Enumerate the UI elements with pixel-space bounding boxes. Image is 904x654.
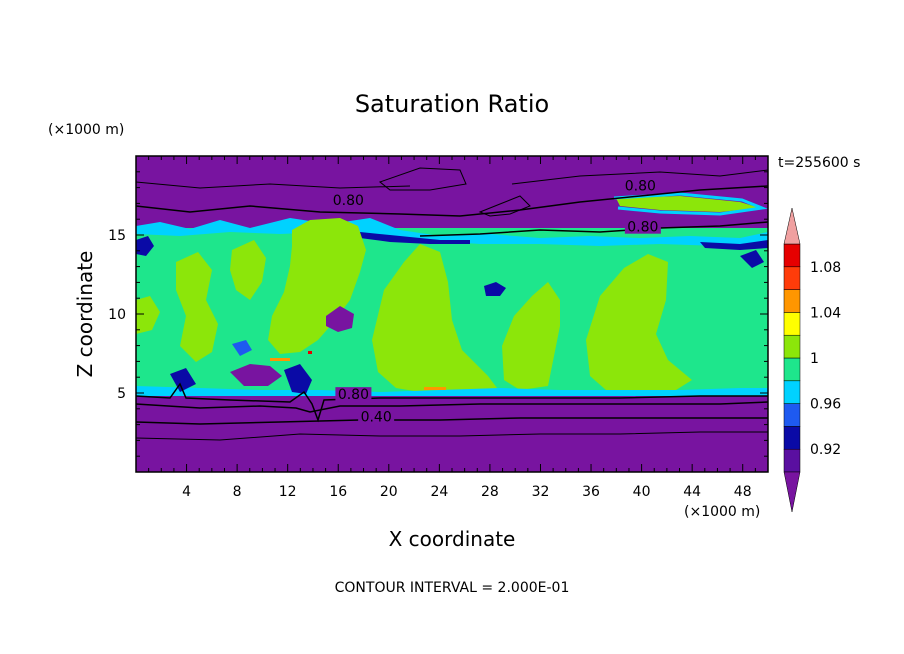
x-tick-label: 24 [430, 484, 448, 500]
colorbar-segment [783, 334, 801, 359]
green-blob-7 [136, 296, 160, 334]
x-axis-ticks: 4 8 12 16 20 24 28 32 36 40 44 48 [148, 156, 756, 500]
cloud-base-dark-2 [284, 364, 312, 394]
contour-upper-thin-1 [136, 181, 411, 189]
cloud-base-dark [170, 368, 196, 392]
green-blob-4 [586, 254, 692, 390]
x-tick-label: 20 [380, 484, 398, 500]
colorbar-segment [783, 312, 801, 336]
time-label: t=255600 s [778, 155, 860, 171]
contour-label: 0.40 [361, 409, 392, 425]
colorbar-segment [783, 266, 801, 290]
x-tick-label: 40 [633, 484, 651, 500]
contour-label-bg [358, 409, 395, 424]
cloud-base-edge [136, 386, 768, 396]
colorbar: 0.92 0.96 1 1.04 1.08 [783, 207, 841, 513]
dark-patch-1 [326, 306, 354, 332]
contour-label-bg [622, 178, 659, 193]
x-tick-label: 44 [683, 484, 701, 500]
contour-upper-thin-2 [378, 167, 467, 191]
y-tick-label: 15 [108, 228, 126, 244]
colorbar-tick-label: 1.08 [810, 260, 841, 276]
y-axis-label: Z coordinate [73, 251, 97, 378]
dark-patch-5 [740, 250, 764, 268]
x-tick-label: 16 [329, 484, 347, 500]
chart-title: Saturation Ratio [355, 90, 549, 118]
x-tick-label: 12 [279, 484, 297, 500]
x-tick-label: 4 [182, 484, 191, 500]
cloud-top-dark-edge-right [700, 240, 768, 250]
contour-lower-060 [136, 401, 768, 413]
plot-area: 0.800.800.800.800.40 4 8 12 16 20 24 28 32 36 40 4… [108, 155, 769, 500]
x-axis-unit-label: (×1000 m) [684, 504, 760, 520]
green-blob-3 [502, 282, 560, 390]
x-tick-label: 36 [582, 484, 600, 500]
green-blob-5 [176, 252, 218, 362]
cloud-top-edge [136, 218, 768, 246]
colorbar-segment [783, 448, 801, 473]
green-blob-1 [268, 218, 366, 354]
supersat-spot-3 [308, 351, 312, 354]
contour-label-bg [624, 219, 661, 234]
dark-patch-4 [230, 364, 282, 386]
supersat-spot-1 [270, 358, 290, 361]
supersat-spot-2 [424, 387, 446, 390]
colorbar-segment [783, 380, 801, 404]
colorbar-tick-label: 1.04 [810, 305, 841, 321]
colorbar-tick-label: 0.92 [810, 442, 841, 458]
dark-patch-2 [484, 282, 506, 296]
green-blob-2 [372, 244, 500, 392]
colorbar-segment [783, 289, 801, 313]
colorbar-tick-label: 1 [810, 351, 819, 367]
x-tick-label: 8 [233, 484, 242, 500]
dark-patch-3 [232, 340, 252, 356]
colorbar-segment [783, 243, 801, 268]
y-axis-ticks: 5 10 15 [108, 171, 768, 457]
y-tick-label: 5 [117, 386, 126, 402]
contour-upper-080-b [419, 221, 768, 237]
colorbar-segment [783, 357, 801, 382]
upper-moist-streak [616, 196, 760, 212]
contour-label: 0.80 [625, 179, 656, 195]
colorbar-segment [783, 403, 801, 427]
contour-upper-080 [136, 185, 768, 217]
contour-labels: 0.80 0.80 0.80 0.80 0.40 [330, 178, 661, 425]
x-tick-label: 28 [481, 484, 499, 500]
colorbar-tick-label: 0.96 [810, 397, 841, 413]
contour-label: 0.80 [627, 220, 658, 236]
colorbar-over-triangle [783, 207, 801, 245]
x-tick-label: 48 [734, 484, 752, 500]
contour-interval-footer: CONTOUR INTERVAL = 2.000E-01 [335, 580, 570, 596]
x-axis-label: X coordinate [389, 527, 516, 551]
contour-label-bg [335, 387, 372, 402]
contour-label: 0.80 [333, 193, 364, 209]
y-axis-unit-label: (×1000 m) [48, 122, 124, 138]
contour-label-bg [330, 192, 367, 207]
contour-upper-thin-4 [478, 195, 531, 217]
x-tick-label: 32 [532, 484, 550, 500]
left-edge-dark-patch [136, 236, 154, 256]
cloud-top-dark-edge [360, 232, 470, 244]
colorbar-under-triangle [783, 471, 801, 513]
contour-label: 0.80 [338, 387, 369, 403]
upper-moist-streak-edge [613, 192, 768, 216]
contour-upper-thin-3 [511, 169, 768, 185]
contour-lower-040 [136, 417, 768, 425]
contour-lower-thin [136, 431, 768, 441]
green-blob-6 [230, 240, 266, 300]
colorbar-segment [783, 426, 801, 450]
contour-lower-080 [136, 382, 768, 423]
y-tick-label: 10 [108, 307, 126, 323]
